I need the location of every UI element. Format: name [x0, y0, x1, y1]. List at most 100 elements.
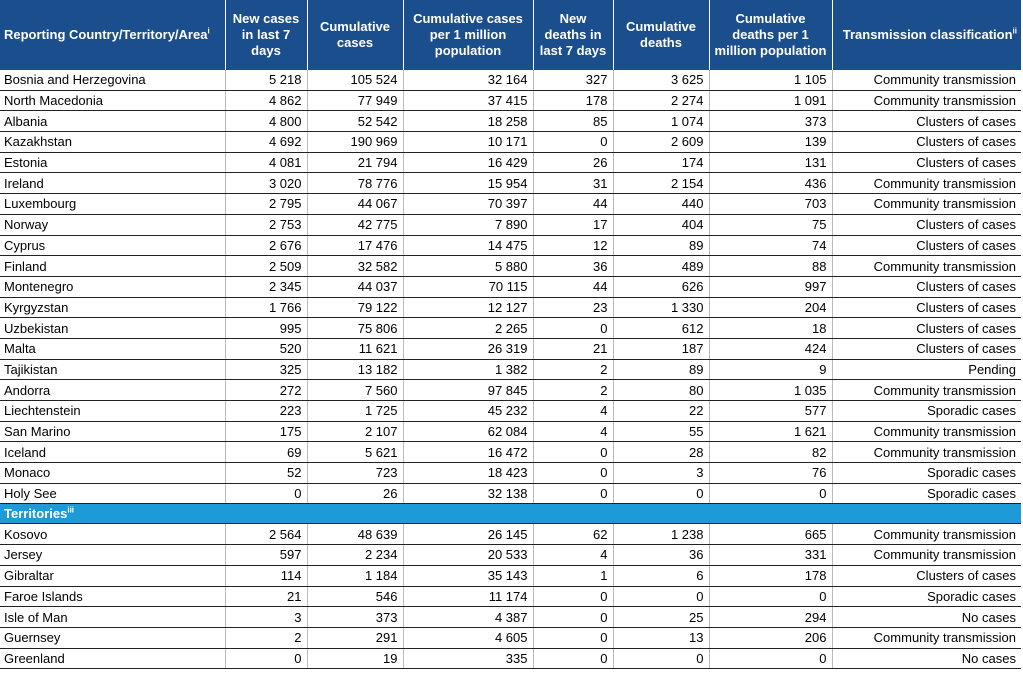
cell-new-deaths: 4 [533, 400, 614, 422]
cell-new-cases: 2 509 [225, 255, 308, 277]
cell-deaths-per-million: 204 [709, 297, 833, 319]
cell-new-deaths: 26 [533, 152, 614, 174]
cell-cumulative-deaths: 440 [613, 193, 710, 215]
cell-transmission: Community transmission [832, 627, 1021, 649]
cell-new-cases: 4 862 [225, 90, 308, 112]
cell-transmission: Community transmission [832, 193, 1021, 215]
cell-cumulative-cases: 373 [307, 606, 404, 628]
cell-new-deaths: 36 [533, 255, 614, 277]
cell-new-cases: 2 676 [225, 235, 308, 257]
header-cases-per-million: Cumulative cases per 1 million populatio… [403, 0, 534, 70]
table-row: Greenland 0 19 335 0 0 0 No cases [0, 648, 1021, 670]
cell-new-deaths: 327 [533, 70, 614, 91]
cell-new-cases: 5 218 [225, 70, 308, 91]
cell-new-cases: 272 [225, 379, 308, 401]
table-row: Iceland 69 5 621 16 472 0 28 82 Community trans… [0, 441, 1021, 464]
table-row: Holy See 0 26 32 138 0 0 0 Sporadic cases [0, 483, 1021, 505]
cell-cases-per-million: 4 605 [403, 627, 534, 649]
cell-cases-per-million: 12 127 [403, 297, 534, 319]
table-row: Finland 2 509 32 582 5 880 36 489 88 Community … [0, 255, 1021, 277]
cell-new-cases: 325 [225, 359, 308, 381]
cell-new-deaths: 31 [533, 172, 614, 195]
cell-new-deaths: 0 [533, 131, 614, 153]
cell-cumulative-deaths: 25 [613, 606, 710, 628]
cell-cumulative-deaths: 0 [613, 586, 710, 608]
cell-deaths-per-million: 331 [709, 544, 833, 566]
cell-transmission: Community transmission [832, 421, 1021, 443]
cell-new-cases: 995 [225, 317, 308, 339]
cell-new-deaths: 85 [533, 110, 614, 133]
cell-deaths-per-million: 665 [709, 523, 833, 546]
cell-new-cases: 175 [225, 421, 308, 443]
cell-new-cases: 3 020 [225, 172, 308, 195]
cell-country: Guernsey [0, 627, 226, 649]
cell-transmission: Community transmission [832, 379, 1021, 401]
header-new-deaths: New deaths in last 7 days [533, 0, 614, 70]
cell-deaths-per-million: 131 [709, 152, 833, 174]
cell-deaths-per-million: 178 [709, 565, 833, 587]
cell-cases-per-million: 1 382 [403, 359, 534, 381]
cell-transmission: Clusters of cases [832, 110, 1021, 133]
cell-country: Monaco [0, 462, 226, 484]
cell-cumulative-deaths: 0 [613, 483, 710, 505]
cell-country: North Macedonia [0, 90, 226, 112]
cell-new-deaths: 2 [533, 379, 614, 401]
cell-deaths-per-million: 373 [709, 110, 833, 133]
cell-country: Malta [0, 338, 226, 360]
cell-cumulative-deaths: 187 [613, 338, 710, 360]
cell-cumulative-cases: 5 621 [307, 441, 404, 464]
cell-transmission: Community transmission [832, 544, 1021, 566]
cell-new-cases: 2 345 [225, 276, 308, 298]
table-row: Bosnia and Herzegovina 5 218 105 524 32 164… [0, 70, 1021, 91]
header-transmission: Transmission classificationii [832, 0, 1021, 70]
cell-cumulative-cases: 44 037 [307, 276, 404, 298]
cell-cases-per-million: 37 415 [403, 90, 534, 112]
cell-cumulative-deaths: 6 [613, 565, 710, 587]
cell-country: Jersey [0, 544, 226, 566]
cell-country: Norway [0, 214, 226, 236]
cell-cases-per-million: 97 845 [403, 379, 534, 401]
table-row: Malta 520 11 621 26 319 21 187 424 Clusters of … [0, 338, 1021, 360]
table-row: San Marino 175 2 107 62 084 4 55 1 621 Communit… [0, 421, 1021, 443]
cell-cumulative-cases: 2 107 [307, 421, 404, 443]
cell-cumulative-deaths: 0 [613, 648, 710, 670]
cell-transmission: Pending [832, 359, 1021, 381]
cell-cumulative-deaths: 1 238 [613, 523, 710, 546]
cell-new-cases: 223 [225, 400, 308, 422]
cell-cases-per-million: 16 472 [403, 441, 534, 464]
table-row: Estonia 4 081 21 794 16 429 26 174 131 Clusters… [0, 152, 1021, 174]
cell-new-deaths: 0 [533, 441, 614, 464]
cell-transmission: No cases [832, 606, 1021, 628]
cell-deaths-per-million: 88 [709, 255, 833, 277]
table-row: Isle of Man 3 373 4 387 0 25 294 No cases [0, 606, 1021, 628]
cell-cumulative-cases: 78 776 [307, 172, 404, 195]
table-row: Kazakhstan 4 692 190 969 10 171 0 2 609 139 Clu… [0, 131, 1021, 153]
cell-deaths-per-million: 436 [709, 172, 833, 195]
cell-cases-per-million: 18 258 [403, 110, 534, 133]
cell-transmission: Community transmission [832, 90, 1021, 112]
cell-cumulative-deaths: 612 [613, 317, 710, 339]
cell-country: Faroe Islands [0, 586, 226, 608]
cell-transmission: Sporadic cases [832, 462, 1021, 484]
cell-cumulative-cases: 723 [307, 462, 404, 484]
cell-transmission: Sporadic cases [832, 483, 1021, 505]
cell-cases-per-million: 26 319 [403, 338, 534, 360]
cell-country: Holy See [0, 483, 226, 505]
cell-new-deaths: 17 [533, 214, 614, 236]
cell-deaths-per-million: 424 [709, 338, 833, 360]
cell-new-cases: 2 [225, 627, 308, 649]
cell-cumulative-cases: 42 775 [307, 214, 404, 236]
cell-country: Ireland [0, 172, 226, 195]
cell-deaths-per-million: 206 [709, 627, 833, 649]
cell-new-deaths: 44 [533, 193, 614, 215]
cell-deaths-per-million: 76 [709, 462, 833, 484]
cell-cumulative-cases: 48 639 [307, 523, 404, 546]
cell-cumulative-cases: 52 542 [307, 110, 404, 133]
cell-new-cases: 3 [225, 606, 308, 628]
cell-cumulative-cases: 26 [307, 483, 404, 505]
cell-cases-per-million: 26 145 [403, 523, 534, 546]
table-row: Ireland 3 020 78 776 15 954 31 2 154 436 Commun… [0, 172, 1021, 195]
table-row: North Macedonia 4 862 77 949 37 415 178 2 274… [0, 90, 1021, 112]
cell-new-deaths: 4 [533, 544, 614, 566]
table-row: Jersey 597 2 234 20 533 4 36 331 Community tran… [0, 544, 1021, 566]
